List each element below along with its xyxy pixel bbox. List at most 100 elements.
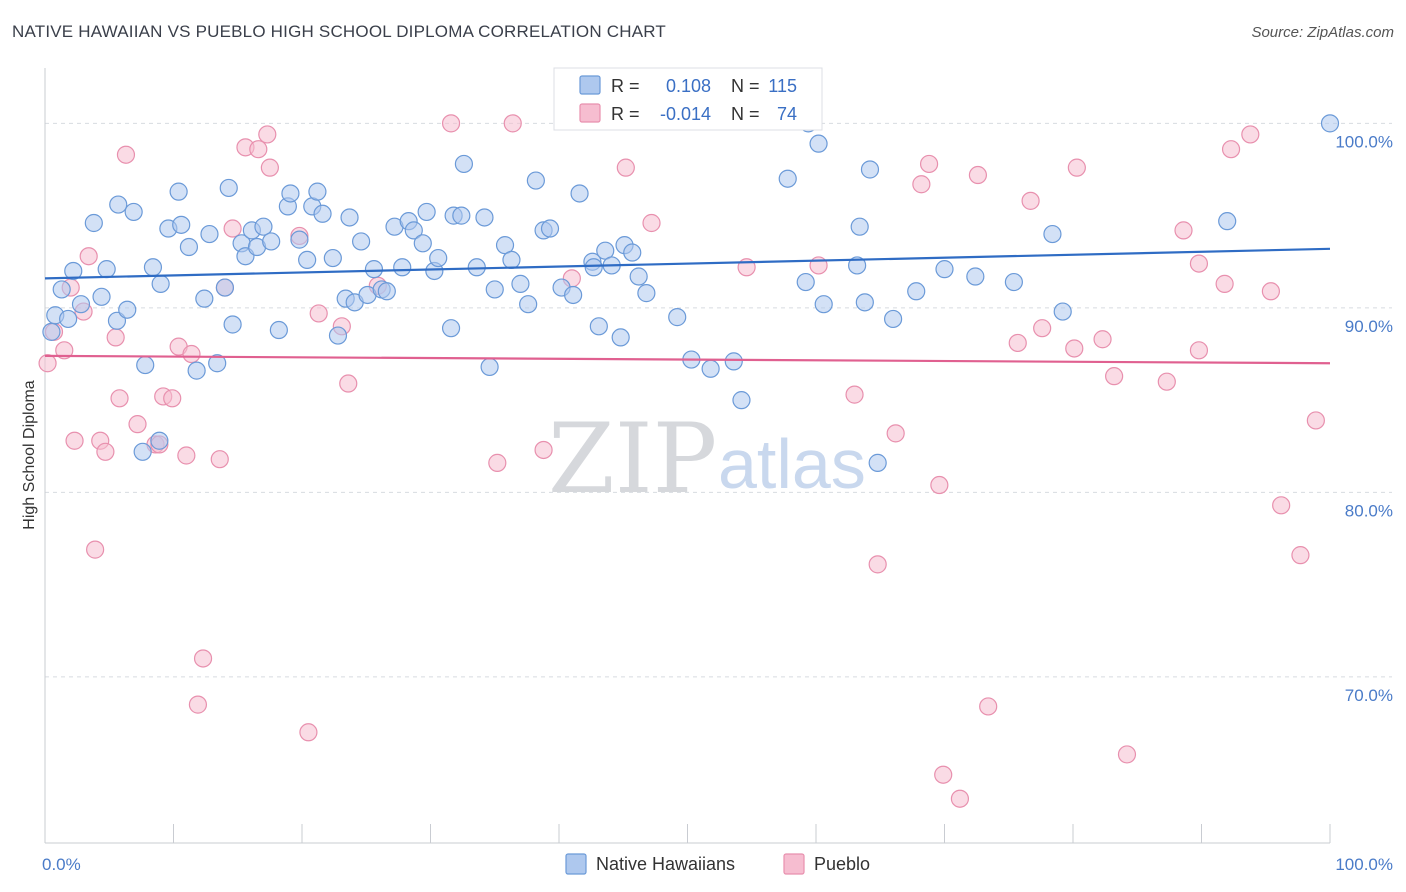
pueblo-point-27: [249, 140, 268, 159]
native-hawaiian-point-94: [778, 169, 797, 188]
native-hawaiian-point-57: [413, 234, 432, 253]
pueblo-point-53: [968, 165, 988, 185]
native-hawaiian-point-2: [52, 280, 71, 299]
native-hawaiian-point-75: [540, 219, 560, 238]
pueblo-point-11: [110, 389, 129, 408]
y-tick-label-2: 80.0%: [1345, 501, 1393, 520]
pueblo-point-58: [1065, 339, 1084, 358]
pueblo-point-61: [1105, 367, 1124, 386]
native-hawaiian-point-48: [352, 232, 371, 251]
native-hawaiian-point-44: [328, 326, 348, 345]
legend-swatch-native-hawaiians: [565, 853, 587, 875]
native-hawaiian-point-1: [42, 322, 61, 341]
pueblo-point-73: [1306, 411, 1325, 430]
pueblo-point-66: [1189, 341, 1209, 360]
native-hawaiian-point-108: [1004, 272, 1023, 292]
native-hawaiian-point-86: [623, 243, 642, 262]
native-hawaiian-point-26: [215, 278, 234, 297]
native-hawaiian-point-104: [883, 309, 903, 329]
pueblo-point-22: [193, 649, 213, 668]
pueblo-point-6: [79, 247, 98, 266]
pueblo-point-42: [642, 213, 661, 233]
stats-blue-r-value: 0.108: [666, 76, 711, 96]
native-hawaiian-point-110: [1053, 302, 1072, 321]
native-hawaiian-point-77: [564, 285, 583, 305]
native-hawaiian-point-80: [584, 258, 603, 277]
native-hawaiian-point-37: [281, 184, 300, 203]
native-hawaiian-point-109: [1043, 224, 1062, 244]
pueblo-point-63: [1157, 372, 1176, 391]
pueblo-point-47: [886, 424, 905, 443]
stats-blue-r-label: R =: [611, 76, 640, 96]
native-hawaiian-point-72: [519, 295, 538, 314]
native-hawaiian-point-89: [668, 308, 687, 327]
x-tick-labels: 0.0% 100.0%: [42, 855, 1393, 874]
native-hawaiian-point-58: [417, 202, 436, 222]
pueblo-point-32: [309, 304, 328, 323]
pueblo-point-67: [1215, 274, 1234, 293]
native-hawaiian-point-84: [611, 328, 630, 347]
pueblo-point-28: [258, 125, 277, 144]
native-hawaiian-point-39: [298, 250, 317, 270]
native-hawaiian-point-3: [59, 309, 78, 329]
pueblo-point-23: [210, 450, 229, 469]
y-tick-label-1: 90.0%: [1345, 317, 1393, 336]
pueblo-point-29: [260, 158, 279, 177]
pueblo-point-70: [1261, 282, 1280, 301]
native-hawaiian-point-46: [340, 208, 359, 227]
pueblo-point-71: [1272, 496, 1291, 515]
legend: Native Hawaiians Pueblo: [565, 853, 870, 875]
watermark-zip: ZIP: [548, 403, 717, 515]
native-hawaiian-point-21: [179, 237, 199, 257]
native-hawaiian-point-102: [860, 160, 880, 179]
pueblo-point-38: [503, 114, 522, 133]
x-tick-label-0: 0.0%: [42, 855, 81, 874]
native-hawaiian-point-56: [404, 221, 423, 240]
pueblo-point-7: [86, 540, 105, 559]
native-hawaiian-point-87: [629, 267, 648, 286]
trend-line-pueblo: [44, 354, 1331, 365]
legend-label-native-hawaiians: Native Hawaiians: [596, 854, 735, 874]
native-hawaiian-point-61: [441, 319, 461, 338]
pueblo-point-51: [934, 765, 953, 784]
pueblo-point-68: [1221, 140, 1241, 159]
y-axis-title: High School Diploma: [21, 380, 38, 530]
native-hawaiian-point-23: [195, 289, 214, 308]
native-hawaiian-point-112: [1320, 114, 1340, 133]
stats-pink-n-label: N =: [731, 104, 760, 124]
native-hawaiian-point-67: [480, 357, 499, 377]
native-hawaiian-point-14: [136, 355, 155, 375]
native-hawaiian-point-99: [848, 256, 867, 275]
native-hawaiian-point-98: [814, 295, 833, 314]
pueblo-point-34: [339, 374, 358, 393]
pueblo-point-57: [1033, 319, 1052, 338]
stats-blue-swatch: [579, 75, 601, 95]
native-hawaiian-point-7: [92, 287, 111, 306]
native-hawaiian-point-68: [485, 280, 504, 299]
pueblo-point-2: [55, 341, 74, 360]
pueblo-point-52: [950, 789, 970, 808]
native-hawaiian-point-34: [262, 232, 281, 251]
native-hawaiian-point-22: [187, 361, 206, 380]
legend-swatch-pueblo: [783, 853, 805, 875]
pueblo-point-59: [1067, 158, 1086, 177]
native-hawaiian-point-43: [323, 248, 342, 268]
pueblo-point-72: [1291, 546, 1310, 565]
pueblo-point-37: [488, 453, 507, 472]
trend-lines: [44, 247, 1331, 365]
pueblo-point-46: [868, 555, 887, 574]
native-hawaiian-point-78: [570, 184, 589, 203]
native-hawaiian-point-91: [701, 359, 720, 378]
native-hawaiian-point-19: [169, 182, 188, 201]
pueblo-point-31: [299, 723, 318, 742]
native-hawaiian-point-25: [208, 354, 227, 373]
stats-blue-n-value: 115: [768, 76, 797, 96]
native-hawaiian-point-107: [966, 267, 985, 286]
y-tick-label-3: 70.0%: [1345, 686, 1393, 705]
pueblo-point-4: [65, 431, 84, 450]
stats-pink-n-value: 74: [777, 104, 797, 124]
pueblo-point-55: [1008, 333, 1027, 353]
native-hawaiian-point-27: [219, 178, 238, 198]
native-hawaiian-point-10: [109, 195, 128, 214]
